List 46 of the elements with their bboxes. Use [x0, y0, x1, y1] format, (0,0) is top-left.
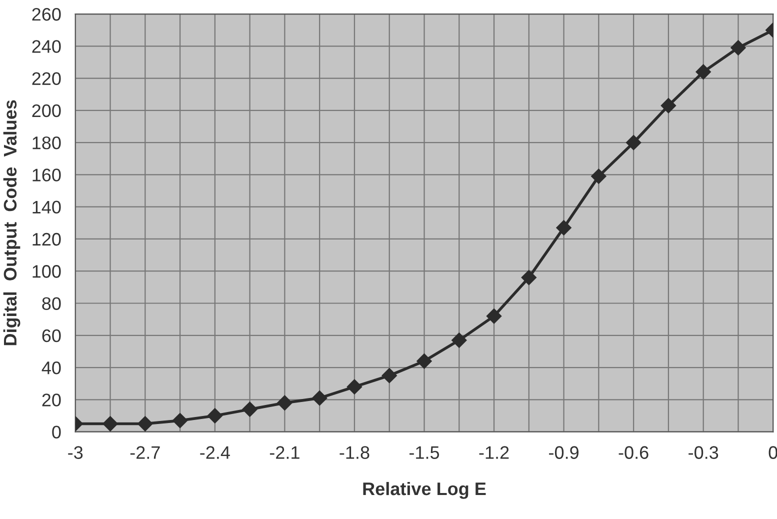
- x-tick-label: 0: [768, 446, 777, 459]
- x-tick-label: -2.1: [270, 446, 300, 459]
- point: [521, 270, 536, 286]
- point: [626, 134, 642, 150]
- y-tick-label: 200: [32, 104, 61, 118]
- x-tick-label: -2.7: [130, 446, 160, 459]
- point: [138, 416, 153, 432]
- point: [242, 402, 258, 417]
- point: [486, 308, 502, 324]
- y-tick-label: 220: [32, 72, 61, 86]
- x-tick-label: -0.3: [688, 446, 718, 459]
- x-tick-label: -2.4: [200, 446, 230, 459]
- point: [346, 379, 362, 394]
- x-tick-label: -1.2: [479, 446, 509, 459]
- y-tick-label: 160: [32, 168, 61, 182]
- y-tick-label: 260: [32, 8, 61, 21]
- y-tick-label: 20: [42, 394, 61, 406]
- point: [207, 408, 222, 424]
- y-tick-label: 140: [32, 200, 61, 214]
- point: [591, 168, 606, 184]
- y-tick-label: 100: [32, 265, 61, 278]
- y-tick-label: 0: [52, 426, 61, 439]
- point: [730, 40, 746, 56]
- y-tick-label: 60: [42, 329, 61, 342]
- y-axis-title: Digital Output Code Values: [3, 100, 20, 346]
- point: [382, 368, 397, 384]
- point: [102, 416, 118, 432]
- x-tick-label: -1.5: [409, 446, 440, 459]
- x-tick-label: -3: [68, 446, 83, 459]
- y-tick-label: 180: [32, 136, 61, 150]
- point: [312, 390, 328, 406]
- x-tick-label: -0.9: [549, 446, 578, 459]
- y-tick-label: 120: [32, 232, 61, 246]
- y-tick-label: 40: [42, 361, 61, 374]
- point: [416, 354, 432, 369]
- x-axis-title: Relative Log E: [363, 482, 486, 499]
- x-tick-label: -0.6: [618, 446, 648, 459]
- point: [172, 412, 188, 428]
- point: [696, 64, 711, 80]
- y-tick-label: 80: [42, 297, 61, 310]
- point: [556, 220, 572, 236]
- point: [660, 98, 676, 114]
- y-tick-label: 240: [32, 40, 61, 53]
- point: [277, 395, 292, 410]
- point: [452, 332, 467, 348]
- x-tick-label: -1.8: [340, 446, 370, 459]
